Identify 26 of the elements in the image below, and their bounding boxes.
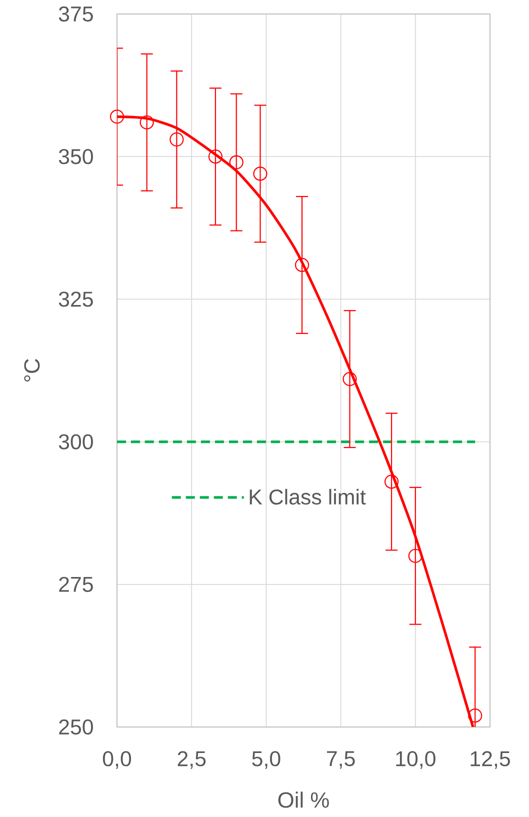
point: [468, 708, 482, 723]
point: [229, 155, 244, 170]
y-tick-label: 350: [58, 149, 93, 164]
point: [342, 372, 357, 386]
x-axis-title: Oil %: [278, 792, 329, 808]
x-tick-label: 2,5: [178, 751, 206, 769]
x-tick-label: 0,0: [102, 751, 132, 769]
x-tick-label: 12,5: [470, 751, 510, 769]
point: [253, 166, 268, 181]
point: [170, 132, 184, 147]
y-tick-label: 275: [59, 576, 93, 592]
x-tick-label: 10,0: [396, 751, 436, 769]
x-tick-label: 7,5: [327, 751, 355, 769]
point: [384, 474, 399, 489]
y-tick-label: 375: [58, 6, 93, 22]
y-tick-label: 250: [59, 719, 93, 735]
x-tick-label: 5,0: [252, 751, 280, 769]
y-tick-label: 300: [58, 434, 93, 450]
y-tick-label: 325: [58, 292, 93, 307]
y-axis-title: °C: [24, 359, 40, 382]
point: [208, 150, 223, 164]
legend-label: K Class limit: [250, 488, 366, 505]
point: [408, 548, 422, 563]
point: [110, 110, 124, 124]
point: [140, 115, 154, 130]
point: [294, 258, 310, 272]
